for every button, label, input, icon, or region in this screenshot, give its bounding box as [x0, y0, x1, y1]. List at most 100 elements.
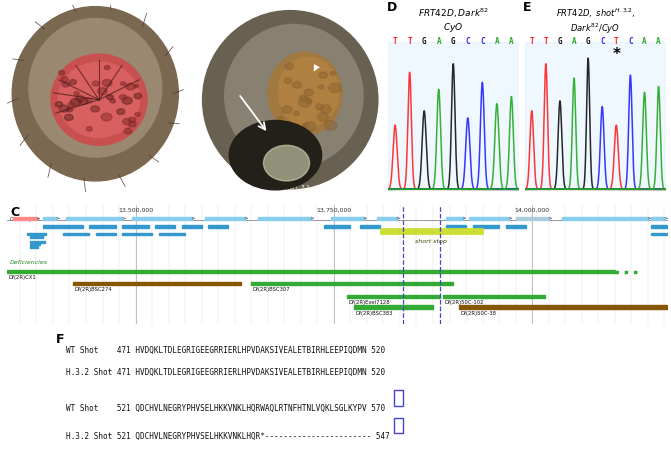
- Ellipse shape: [110, 99, 115, 103]
- Ellipse shape: [125, 83, 136, 90]
- Bar: [394, 418, 403, 433]
- Ellipse shape: [101, 113, 112, 121]
- Ellipse shape: [12, 7, 178, 181]
- Ellipse shape: [59, 105, 69, 112]
- Bar: [132, 217, 192, 220]
- Bar: [324, 225, 350, 228]
- Ellipse shape: [134, 93, 142, 99]
- Bar: [394, 391, 403, 405]
- Ellipse shape: [225, 25, 363, 167]
- Bar: [360, 225, 380, 228]
- Text: C: C: [466, 36, 470, 46]
- Bar: [43, 217, 56, 220]
- Text: G: G: [422, 36, 427, 46]
- Text: WT Shot    521 QDCHVLNEGRYPHVSELHKKVNKLHQRWAQLRTNFHTNLVQKLSGLKYPV 570: WT Shot 521 QDCHVLNEGRYPHVSELHKKVNKLHQRW…: [66, 404, 385, 413]
- Ellipse shape: [128, 121, 136, 127]
- Ellipse shape: [91, 106, 99, 112]
- Text: Gene span: Gene span: [10, 218, 40, 222]
- Text: G: G: [586, 36, 590, 46]
- Ellipse shape: [320, 105, 331, 113]
- Ellipse shape: [61, 77, 68, 82]
- Bar: [472, 225, 499, 228]
- Bar: [30, 240, 45, 243]
- Text: 14,000,000: 14,000,000: [515, 207, 550, 212]
- Ellipse shape: [79, 98, 88, 105]
- Bar: [208, 225, 228, 228]
- Ellipse shape: [124, 128, 132, 134]
- Ellipse shape: [293, 82, 301, 88]
- Ellipse shape: [293, 111, 299, 116]
- Bar: [331, 217, 364, 220]
- Text: *: *: [613, 47, 620, 62]
- Ellipse shape: [51, 54, 147, 145]
- Ellipse shape: [107, 95, 113, 100]
- Bar: [258, 217, 311, 220]
- Bar: [159, 233, 185, 235]
- Text: D: D: [386, 1, 397, 14]
- Text: $\it{Dark^{82}/CyO}$: $\it{Dark^{82}/CyO}$: [570, 21, 620, 36]
- Text: G: G: [558, 36, 562, 46]
- Bar: [525, 41, 666, 189]
- Ellipse shape: [58, 70, 64, 75]
- Ellipse shape: [119, 95, 127, 100]
- Ellipse shape: [76, 96, 85, 102]
- Text: T: T: [407, 36, 412, 46]
- Text: B: B: [209, 13, 219, 26]
- Bar: [446, 225, 466, 228]
- Text: C: C: [10, 206, 19, 219]
- Bar: [89, 225, 116, 228]
- Text: Df(2R)50C-102: Df(2R)50C-102: [444, 300, 484, 305]
- Text: G: G: [451, 36, 456, 46]
- Bar: [7, 270, 615, 274]
- Text: A: A: [436, 36, 441, 46]
- Ellipse shape: [329, 83, 342, 93]
- Ellipse shape: [123, 118, 132, 125]
- Text: $\it{FRT42D,\ shot^{H.3.2},}$: $\it{FRT42D,\ shot^{H.3.2},}$: [556, 7, 635, 20]
- Text: Df(2R)CX1: Df(2R)CX1: [9, 275, 36, 280]
- Bar: [443, 295, 546, 298]
- Text: H.3.2 Shot 521 QDCHVLNEGRYPHVSELHKKVNKLHQR*----------------------- 547: H.3.2 Shot 521 QDCHVLNEGRYPHVSELHKKVNKLH…: [66, 432, 390, 441]
- Ellipse shape: [285, 63, 293, 70]
- Ellipse shape: [324, 121, 337, 130]
- Ellipse shape: [203, 11, 378, 189]
- Ellipse shape: [66, 107, 72, 112]
- Bar: [377, 217, 397, 220]
- Bar: [205, 217, 245, 220]
- Ellipse shape: [87, 127, 93, 131]
- Bar: [96, 233, 116, 235]
- Ellipse shape: [305, 89, 313, 96]
- Bar: [460, 305, 667, 309]
- Ellipse shape: [319, 72, 327, 78]
- Ellipse shape: [318, 85, 323, 89]
- Bar: [354, 305, 433, 309]
- Text: $\it{FRT42D, Dark^{82}}$: $\it{FRT42D, Dark^{82}}$: [63, 183, 135, 197]
- Text: 13,750,000: 13,750,000: [316, 207, 352, 212]
- Ellipse shape: [303, 123, 309, 128]
- Text: A: A: [495, 36, 499, 46]
- Bar: [651, 233, 667, 235]
- Bar: [506, 225, 525, 228]
- Ellipse shape: [97, 88, 107, 95]
- Text: A: A: [18, 13, 28, 26]
- Bar: [651, 225, 667, 228]
- Ellipse shape: [315, 104, 323, 110]
- Text: T: T: [529, 36, 534, 46]
- Text: A: A: [642, 36, 647, 46]
- Text: 13,500,000: 13,500,000: [118, 207, 153, 212]
- Bar: [27, 233, 46, 235]
- Text: WT Shot    471 HVDQKLTDLEGRIGEEGRRIERLHPVDAKSIVEALETBIRHLEEPIQDMN 520: WT Shot 471 HVDQKLTDLEGRIGEEGRRIERLHPVDA…: [66, 346, 385, 355]
- Bar: [13, 217, 36, 220]
- Text: $\it{CyO}$: $\it{CyO}$: [443, 21, 464, 34]
- Ellipse shape: [303, 122, 316, 131]
- Text: Df(2R)BSC383: Df(2R)BSC383: [355, 311, 393, 316]
- Bar: [30, 246, 38, 247]
- Bar: [515, 217, 549, 220]
- Text: Df(2R)BSC307: Df(2R)BSC307: [252, 287, 290, 292]
- Ellipse shape: [282, 106, 292, 113]
- Bar: [388, 41, 519, 189]
- Ellipse shape: [85, 98, 92, 103]
- Bar: [347, 295, 440, 298]
- Text: A: A: [509, 36, 514, 46]
- Text: Deficiencies: Deficiencies: [10, 260, 48, 265]
- Ellipse shape: [70, 80, 76, 84]
